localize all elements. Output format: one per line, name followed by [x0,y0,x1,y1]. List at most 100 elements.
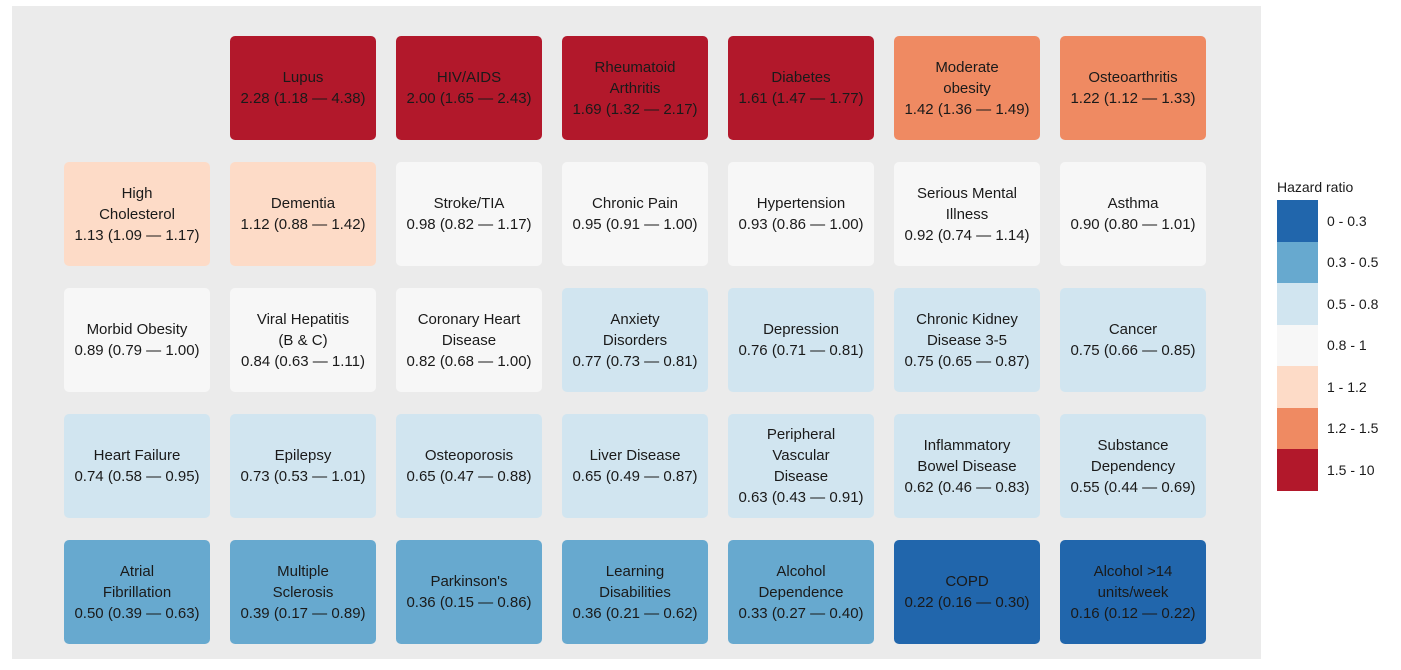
legend-keys: 0 - 0.3 0.3 - 0.5 0.5 - 0.8 0.8 - 1 1 - 1.2 1… [1277,200,1378,491]
tile-hazard-ratio-label: 0.98 (0.82 — 1.17) [406,216,532,233]
legend-label: 0.3 - 0.5 [1327,254,1379,271]
heatmap-tile: Hypertension 0.93 (0.86 — 1.00) [728,162,874,266]
tile-condition-label: Rheumatoid Arthritis [594,58,676,97]
legend-key: 1 - 1.2 [1277,366,1378,408]
tile-hazard-ratio-label: 0.63 (0.43 — 0.91) [738,489,864,506]
tile-condition-label: Stroke/TIA [433,195,505,212]
legend-key: 1.5 - 10 [1277,449,1378,491]
tile-condition-label: Osteoporosis [424,447,514,464]
tile-hazard-ratio-label: 0.89 (0.79 — 1.00) [74,342,200,359]
tile-condition-label: COPD [945,573,989,590]
heatmap-tile: Alcohol Dependence 0.33 (0.27 — 0.40) [728,540,874,644]
tile-condition-label: Chronic Kidney Disease 3-5 [916,310,1018,349]
tile-condition-label: Inflammatory Bowel Disease [917,436,1017,475]
tile-hazard-ratio-label: 0.84 (0.63 — 1.11) [241,352,365,370]
tile-condition-label: Lupus [282,69,324,86]
tile-condition-label: Osteoarthritis [1088,69,1178,86]
heatmap-tile: HIV/AIDS 2.00 (1.65 — 2.43) [396,36,542,140]
tile-condition-label: Alcohol Dependence [758,562,844,601]
tile-condition-label: Substance Dependency [1090,436,1176,475]
heatmap-tile: Chronic Kidney Disease 3-5 0.75 (0.65 — 0… [894,288,1040,392]
legend-key: 0.5 - 0.8 [1277,283,1378,325]
heatmap-tile: Osteoporosis 0.65 (0.47 — 0.88) [396,414,542,518]
heatmap-tile: Substance Dependency 0.55 (0.44 — 0.69) [1060,414,1206,518]
tile-hazard-ratio-label: 0.75 (0.66 — 0.85) [1070,342,1196,359]
tile-condition-label: Epilepsy [274,447,332,464]
tile-hazard-ratio-label: 0.90 (0.80 — 1.01) [1070,216,1196,233]
tile-hazard-ratio-label: 0.55 (0.44 — 0.69) [1070,478,1196,496]
tile-hazard-ratio-label: 0.16 (0.12 — 0.22) [1070,604,1196,622]
tile-hazard-ratio-label: 1.61 (1.47 — 1.77) [738,90,864,107]
legend-title: Hazard ratio [1277,179,1354,195]
tile-condition-label: Diabetes [771,69,831,86]
tile-condition-label: Viral Hepatitis (B & C) [256,310,350,349]
heatmap-tile: Viral Hepatitis (B & C) 0.84 (0.63 — 1.11… [230,288,376,392]
tile-condition-label: Dementia [270,195,336,212]
heatmap-tile: Multiple Sclerosis 0.39 (0.17 — 0.89) [230,540,376,644]
heatmap-tile: Atrial Fibrillation 0.50 (0.39 — 0.63) [64,540,210,644]
legend-label: 0.5 - 0.8 [1327,295,1379,312]
heatmap-tile: Serious Mental Illness 0.92 (0.74 — 1.14) [894,162,1040,266]
tile-hazard-ratio-label: 0.36 (0.21 — 0.62) [572,604,698,622]
legend-label: 1 - 1.2 [1327,378,1367,395]
legend-label: 1.5 - 10 [1327,461,1375,478]
tile-condition-label: HIV/AIDS [436,69,502,86]
legend-swatch [1277,283,1318,325]
tile-condition-label: High Cholesterol [99,184,175,223]
legend-label: 0.8 - 1 [1327,337,1367,354]
tile-condition-label: Serious Mental Illness [916,184,1018,223]
legend-swatch [1277,449,1318,491]
tile-condition-label: Cancer [1108,321,1158,338]
tile-condition-label: Chronic Pain [592,195,678,212]
heatmap-tile: Heart Failure 0.74 (0.58 — 0.95) [64,414,210,518]
heatmap-tile: Chronic Pain 0.95 (0.91 — 1.00) [562,162,708,266]
tile-condition-label: Moderate obesity [935,58,999,97]
tile-hazard-ratio-label: 0.39 (0.17 — 0.89) [240,604,366,622]
tile-hazard-ratio-label: 0.93 (0.86 — 1.00) [738,216,864,233]
tile-condition-label: Anxiety Disorders [602,310,668,349]
tile-condition-label: Parkinson's [430,573,508,590]
heatmap-tile: Inflammatory Bowel Disease 0.62 (0.46 — 0… [894,414,1040,518]
tile-hazard-ratio-label: 0.65 (0.47 — 0.88) [406,468,532,485]
tile-condition-label: Alcohol >14 units/week [1093,562,1173,601]
tile-hazard-ratio-label: 0.74 (0.58 — 0.95) [74,468,200,485]
heatmap-tile: Diabetes 1.61 (1.47 — 1.77) [728,36,874,140]
heatmap-tile: Learning Disabilities 0.36 (0.21 — 0.62) [562,540,708,644]
legend-swatch [1277,366,1318,408]
heatmap-tile: Asthma 0.90 (0.80 — 1.01) [1060,162,1206,266]
heatmap-tile: Parkinson's 0.36 (0.15 — 0.86) [396,540,542,644]
tile-hazard-ratio-label: 0.62 (0.46 — 0.83) [904,478,1030,496]
heatmap-tile: Cancer 0.75 (0.66 — 0.85) [1060,288,1206,392]
tile-condition-label: Depression [763,321,839,338]
heatmap-tile: Liver Disease 0.65 (0.49 — 0.87) [562,414,708,518]
tile-condition-label: Hypertension [756,195,846,212]
tile-hazard-ratio-label: 2.00 (1.65 — 2.43) [406,90,532,107]
tile-condition-label: Asthma [1107,195,1159,212]
tile-hazard-ratio-label: 0.36 (0.15 — 0.86) [406,594,532,611]
legend-swatch [1277,407,1318,449]
tile-condition-label: Morbid Obesity [86,321,188,338]
heatmap-tile: Epilepsy 0.73 (0.53 — 1.01) [230,414,376,518]
legend-swatch [1277,241,1318,283]
tile-condition-label: Peripheral Vascular Disease [766,426,836,485]
tile-hazard-ratio-label: 0.92 (0.74 — 1.14) [904,226,1030,244]
tile-condition-label: Coronary Heart Disease [417,310,521,349]
legend-key: 0 - 0.3 [1277,200,1378,242]
heatmap-tile: COPD 0.22 (0.16 — 0.30) [894,540,1040,644]
legend-swatch [1277,324,1318,366]
legend-label: 0 - 0.3 [1327,212,1367,229]
tile-hazard-ratio-label: 0.95 (0.91 — 1.00) [572,216,698,233]
tile-hazard-ratio-label: 0.77 (0.73 — 0.81) [572,352,698,370]
tile-hazard-ratio-label: 0.22 (0.16 — 0.30) [904,594,1030,611]
heatmap-tile: Dementia 1.12 (0.88 — 1.42) [230,162,376,266]
heatmap-tile: Lupus 2.28 (1.18 — 4.38) [230,36,376,140]
legend-key: 0.3 - 0.5 [1277,241,1379,283]
tile-hazard-ratio-label: 0.73 (0.53 — 1.01) [240,468,366,485]
tile-hazard-ratio-label: 2.28 (1.18 — 4.38) [240,90,366,107]
legend-key: 0.8 - 1 [1277,324,1378,366]
tile-condition-label: Heart Failure [93,447,181,464]
tile-hazard-ratio-label: 0.33 (0.27 — 0.40) [738,604,864,622]
heatmap-tile: Coronary Heart Disease 0.82 (0.68 — 1.00) [396,288,542,392]
tile-condition-label: Multiple Sclerosis [272,562,334,601]
tile-hazard-ratio-label: 0.76 (0.71 — 0.81) [738,342,864,359]
